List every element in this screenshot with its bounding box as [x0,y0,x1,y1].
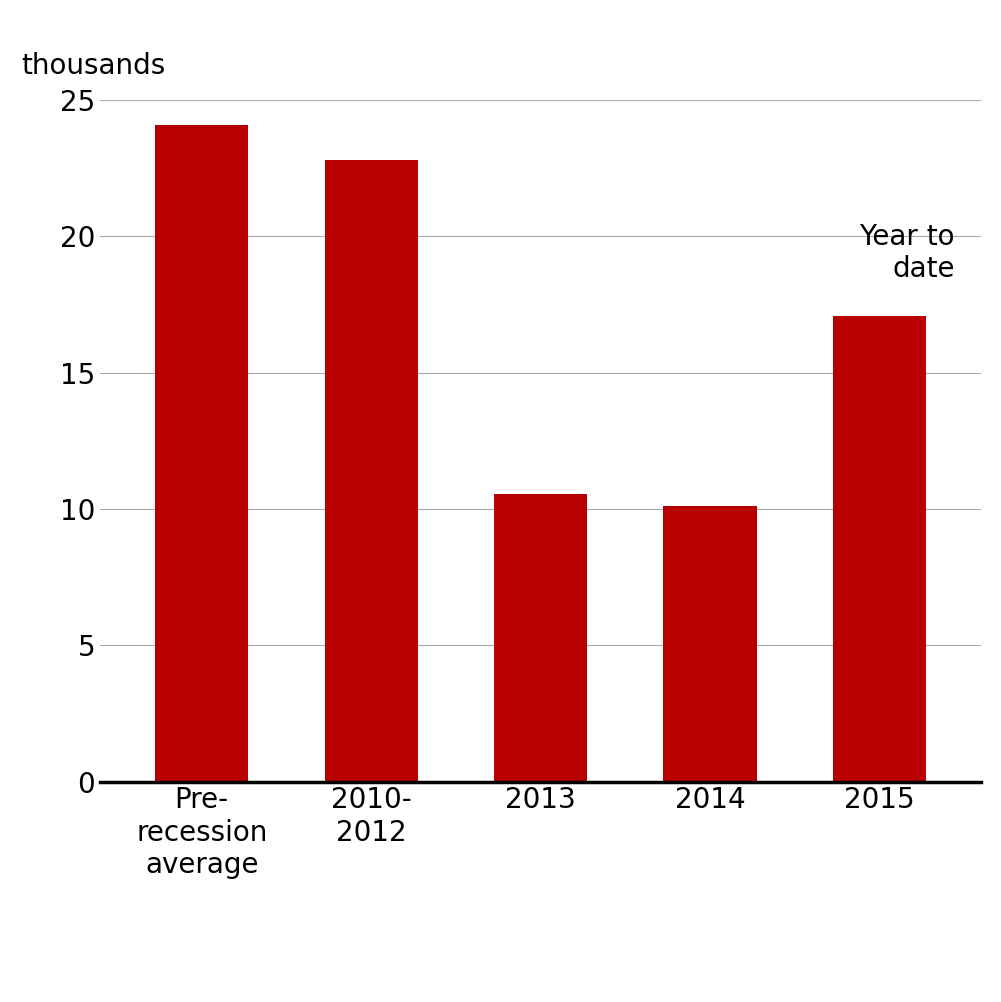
Bar [664,506,757,782]
Bar [833,316,926,782]
Bar [493,494,588,782]
Bar [324,160,417,782]
Bar [155,124,248,782]
Text: Year to
date: Year to date [859,222,955,284]
Text: thousands: thousands [21,52,165,80]
